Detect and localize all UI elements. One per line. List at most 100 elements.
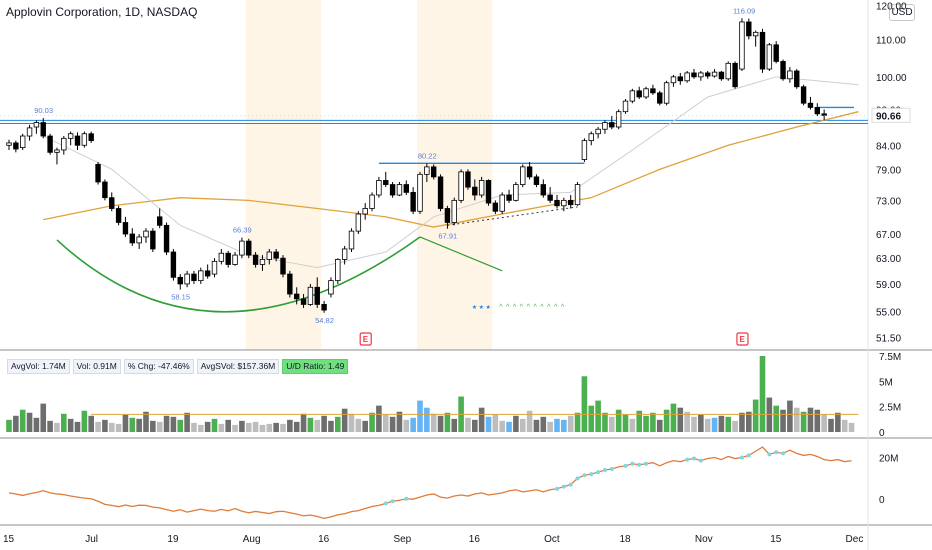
- volume-bar: [698, 414, 704, 432]
- ud-highlight-dot: [746, 453, 751, 458]
- volume-bar: [376, 405, 382, 432]
- candle-body: [800, 86, 807, 104]
- x-axis-label: Aug: [243, 534, 261, 545]
- volume-bar: [691, 416, 697, 432]
- current-price-label: 90.66: [876, 111, 901, 122]
- volume-bar: [485, 416, 492, 432]
- candle-body: [170, 251, 177, 278]
- candle-body: [376, 180, 382, 196]
- volume-bar: [232, 424, 238, 432]
- candle-body: [246, 240, 252, 256]
- candle-body: [650, 88, 656, 94]
- price-tick-label: 84.00: [876, 141, 901, 152]
- volume-stat: Vol: 0.91M: [72, 359, 121, 374]
- volume-bar: [122, 414, 129, 432]
- candle-body: [115, 208, 122, 223]
- candle-body: [609, 122, 615, 128]
- volume-bar: [102, 419, 108, 432]
- volume-bar: [259, 424, 266, 432]
- volume-bar: [609, 416, 615, 432]
- volume-bar: [800, 411, 807, 432]
- candle-body: [341, 248, 348, 260]
- volume-bar: [225, 419, 231, 432]
- candle-body: [705, 72, 711, 77]
- candle-body: [211, 260, 218, 275]
- candle-body: [136, 236, 142, 244]
- x-axis-label: 19: [167, 534, 179, 545]
- volume-bar: [684, 411, 690, 432]
- candle-body: [615, 111, 622, 128]
- highlight-band: [417, 0, 493, 350]
- candle-body: [677, 76, 683, 82]
- volume-bar: [780, 409, 786, 432]
- candle-body: [102, 181, 108, 199]
- volume-bar: [725, 416, 732, 432]
- candle-body: [526, 166, 533, 178]
- volume-bar: [95, 421, 101, 432]
- chart-title: Applovin Corporation, 1D, NASDAQ: [6, 5, 198, 19]
- candle-body: [273, 251, 279, 259]
- volume-bar: [26, 412, 33, 432]
- candle-body: [150, 230, 156, 250]
- volume-bar: [47, 420, 53, 432]
- pivot-label: 90.03: [34, 106, 53, 115]
- volume-bar: [430, 413, 437, 432]
- volume-bar: [581, 376, 588, 432]
- avg-dollar-volume-stat: AvgSVol: $157.36M: [196, 359, 280, 374]
- candle-body: [780, 61, 786, 80]
- volume-bar: [807, 407, 814, 432]
- candle-body: [225, 252, 231, 265]
- candle-body: [807, 102, 814, 108]
- volume-bar: [739, 412, 745, 432]
- candle-body: [232, 254, 238, 265]
- volume-bar: [67, 418, 74, 432]
- volume-bar: [650, 412, 656, 432]
- candle-body: [287, 273, 293, 295]
- avg-volume-stat: AvgVol: 1.74M: [7, 359, 70, 374]
- candle-body: [472, 186, 478, 196]
- candle-body: [581, 140, 588, 160]
- volume-bar: [437, 415, 444, 432]
- volume-bar: [588, 405, 595, 432]
- candle-body: [266, 251, 272, 260]
- earnings-marker: [359, 332, 372, 346]
- volume-bar: [444, 412, 451, 432]
- candle-body: [67, 133, 74, 139]
- signal-caret: ^: [506, 304, 510, 311]
- pivot-label: 66.39: [233, 226, 252, 235]
- candle-body: [437, 176, 444, 209]
- candle-body: [355, 213, 362, 232]
- volume-bar: [711, 417, 718, 432]
- ud-highlight-dot: [644, 461, 649, 466]
- volume-bar: [643, 415, 649, 432]
- pivot-label: 116.09: [733, 6, 755, 15]
- ud-highlight-dot: [637, 462, 642, 467]
- candle-body: [191, 273, 197, 282]
- pivot-label: 80.22: [418, 151, 437, 160]
- pivot-label: 67.91: [438, 232, 457, 241]
- volume-bar: [184, 412, 190, 432]
- currency-badge[interactable]: USD: [889, 4, 915, 21]
- volume-bar: [348, 413, 355, 432]
- ud-highlight-dot: [692, 456, 696, 461]
- ud-highlight-dot: [630, 461, 635, 466]
- candle-body: [321, 304, 327, 311]
- ud-highlight-dot: [781, 451, 786, 456]
- volume-bar: [307, 417, 314, 432]
- volume-bar: [54, 422, 60, 432]
- candle-body: [177, 276, 183, 285]
- ud-highlight-dot: [623, 463, 628, 468]
- volume-bar: [526, 410, 533, 432]
- volume-bar: [499, 420, 505, 432]
- volume-bar: [239, 420, 245, 432]
- candle-body: [280, 257, 286, 275]
- candle-body: [410, 191, 416, 212]
- volume-bar: [33, 417, 40, 432]
- volume-bar: [19, 409, 26, 432]
- ud-highlight-dot: [602, 468, 607, 472]
- candle-body: [218, 252, 225, 262]
- ud-highlight-dot: [685, 457, 690, 462]
- candle-body: [520, 166, 526, 185]
- candle-body: [293, 293, 300, 300]
